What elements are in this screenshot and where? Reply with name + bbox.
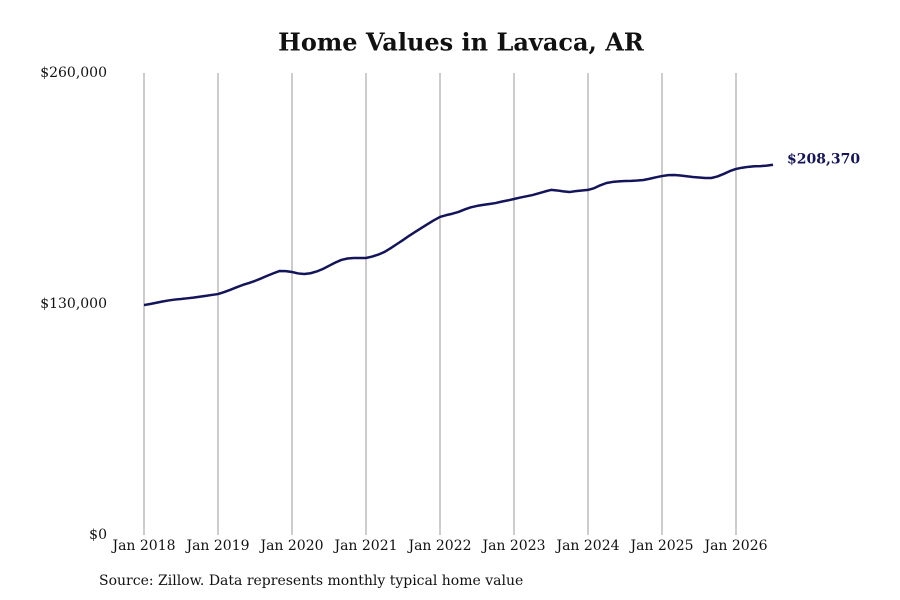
chart-title: Home Values in Lavaca, AR: [278, 28, 645, 57]
x-tick-label: Jan 2024: [554, 538, 619, 554]
x-tick-label: Jan 2022: [406, 538, 471, 554]
y-tick-label: $260,000: [40, 65, 107, 81]
x-tick-label: Jan 2023: [480, 538, 545, 554]
x-tick-label: Jan 2025: [628, 538, 693, 554]
x-tick-label: Jan 2026: [702, 538, 767, 554]
x-tick-label: Jan 2021: [332, 538, 397, 554]
x-tick-label: Jan 2020: [258, 538, 323, 554]
x-tick-label: Jan 2018: [110, 538, 175, 554]
line-series: [143, 163, 774, 307]
source-note: Source: Zillow. Data represents monthly …: [99, 573, 523, 589]
value-label: $208,370: [787, 152, 860, 168]
y-tick-label: $0: [89, 527, 107, 543]
x-tick-label: Jan 2019: [184, 538, 249, 554]
y-tick-label: $130,000: [40, 296, 107, 312]
